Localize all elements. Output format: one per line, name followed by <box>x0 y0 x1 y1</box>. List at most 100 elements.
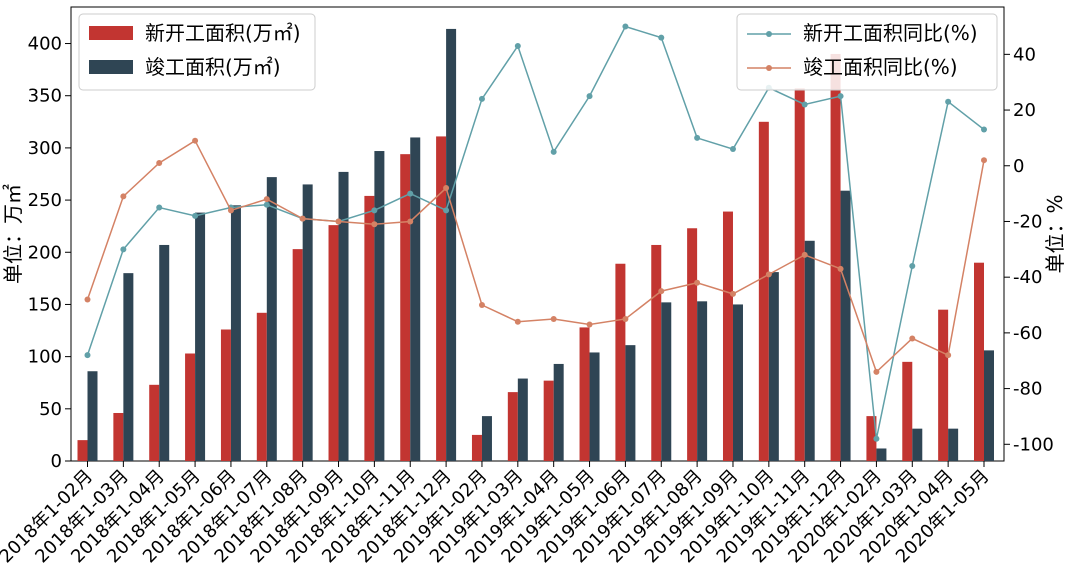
bar-new-start-8 <box>364 195 375 461</box>
point-new-start-yoy-17 <box>694 134 701 141</box>
point-completed-yoy-6 <box>299 215 306 222</box>
point-new-start-yoy-18 <box>729 146 736 153</box>
right-tick-label-40: 40 <box>1013 44 1036 65</box>
point-completed-yoy-19 <box>765 271 772 278</box>
bar-new-start-14 <box>579 327 590 461</box>
bar-new-start-3 <box>185 353 196 461</box>
bar-new-start-4 <box>220 329 231 461</box>
left-tick-label-200: 200 <box>28 242 62 263</box>
point-new-start-yoy-20 <box>801 101 808 108</box>
bar-new-start-22 <box>866 416 877 461</box>
point-new-start-yoy-5 <box>263 201 270 208</box>
right-y-axis: -100 -80 -60 -40 -20 0 20 40 <box>1004 44 1054 455</box>
legend-marker-new-start-yoy <box>766 31 772 37</box>
lines-layer <box>84 23 987 442</box>
legend-label-completed-yoy: 竣工面积同比(%) <box>803 55 958 79</box>
point-new-start-yoy-23 <box>909 263 916 270</box>
x-axis: 2018年1-02月2018年1-03月2018年1-04月2018年1-05月… <box>0 461 994 567</box>
point-completed-yoy-14 <box>586 321 593 328</box>
left-tick-label-350: 350 <box>28 86 62 107</box>
bar-completed-23 <box>912 428 923 461</box>
bar-completed-13 <box>553 363 564 461</box>
left-tick-label-150: 150 <box>28 294 62 315</box>
point-new-start-yoy-2 <box>156 204 163 211</box>
point-completed-yoy-0 <box>84 296 91 303</box>
point-completed-yoy-5 <box>263 196 270 203</box>
point-completed-yoy-17 <box>694 279 701 286</box>
bar-completed-15 <box>625 345 636 461</box>
left-tick-label-0: 0 <box>51 451 62 472</box>
bar-completed-11 <box>481 416 492 461</box>
bar-new-start-19 <box>758 121 769 462</box>
line-completed-yoy <box>86 139 985 374</box>
bar-legend: 新开工面积(万㎡) 竣工面积(万㎡) <box>78 13 316 91</box>
right-tick-label--40: -40 <box>1013 267 1042 288</box>
point-new-start-yoy-16 <box>658 34 665 41</box>
bar-completed-14 <box>589 352 600 461</box>
bar-new-start-1 <box>113 412 124 461</box>
point-new-start-yoy-25 <box>981 126 987 133</box>
point-completed-yoy-18 <box>729 290 736 297</box>
bar-completed-18 <box>732 304 743 461</box>
legend-marker-completed-yoy <box>766 65 772 71</box>
point-completed-yoy-1 <box>120 193 127 200</box>
bar-legend-frame <box>78 13 316 91</box>
point-completed-yoy-24 <box>945 352 952 359</box>
point-new-start-yoy-15 <box>622 23 629 30</box>
bar-new-start-10 <box>436 136 447 462</box>
legend-label-new-start-yoy: 新开工面积同比(%) <box>803 21 978 45</box>
bar-completed-6 <box>302 184 313 461</box>
line-new-start-yoy <box>86 25 985 439</box>
bar-new-start-9 <box>400 154 411 461</box>
legend-label-completed: 竣工面积(万㎡) <box>145 55 281 79</box>
bar-completed-8 <box>374 151 385 461</box>
bar-completed-7 <box>338 171 349 461</box>
left-tick-label-400: 400 <box>28 34 62 55</box>
right-tick-label--60: -60 <box>1013 323 1042 344</box>
point-completed-yoy-25 <box>981 157 987 164</box>
bar-completed-4 <box>230 205 241 461</box>
bar-completed-24 <box>948 428 959 461</box>
bar-completed-22 <box>876 448 887 461</box>
bar-new-start-13 <box>543 380 554 461</box>
bar-new-start-24 <box>938 309 949 461</box>
bar-new-start-7 <box>328 225 339 461</box>
bar-completed-10 <box>446 28 457 461</box>
line-legend-frame <box>736 13 998 91</box>
bar-completed-5 <box>266 177 277 461</box>
point-new-start-yoy-12 <box>514 42 521 49</box>
bar-new-start-15 <box>615 263 626 461</box>
bar-new-start-5 <box>256 312 267 461</box>
bar-new-start-17 <box>687 228 698 461</box>
point-completed-yoy-7 <box>335 218 342 225</box>
point-completed-yoy-11 <box>478 302 485 309</box>
point-new-start-yoy-13 <box>550 148 557 155</box>
bar-completed-3 <box>195 212 206 461</box>
point-completed-yoy-23 <box>909 335 916 342</box>
bar-new-start-20 <box>794 88 805 461</box>
left-tick-label-50: 50 <box>39 399 62 420</box>
bar-completed-1 <box>123 273 134 461</box>
bar-new-start-6 <box>292 249 303 461</box>
legend-label-new-start: 新开工面积(万㎡) <box>145 21 301 45</box>
right-tick-label--20: -20 <box>1013 211 1042 232</box>
point-new-start-yoy-14 <box>586 93 593 100</box>
point-new-start-yoy-24 <box>945 98 952 105</box>
bar-completed-0 <box>87 371 98 461</box>
point-new-start-yoy-22 <box>873 435 880 442</box>
right-tick-label--80: -80 <box>1013 379 1042 400</box>
right-tick-label--100: -100 <box>1013 434 1054 455</box>
point-new-start-yoy-21 <box>837 93 844 100</box>
point-new-start-yoy-9 <box>407 190 414 197</box>
point-completed-yoy-22 <box>873 368 880 375</box>
point-completed-yoy-8 <box>371 221 378 228</box>
point-new-start-yoy-3 <box>192 212 199 219</box>
right-axis-title: 单位：% <box>1043 194 1067 273</box>
point-completed-yoy-4 <box>227 207 234 214</box>
bar-new-start-18 <box>722 211 733 461</box>
left-tick-label-300: 300 <box>28 138 62 159</box>
bar-new-start-2 <box>149 384 160 461</box>
left-tick-label-100: 100 <box>28 347 62 368</box>
left-tick-label-250: 250 <box>28 190 62 211</box>
